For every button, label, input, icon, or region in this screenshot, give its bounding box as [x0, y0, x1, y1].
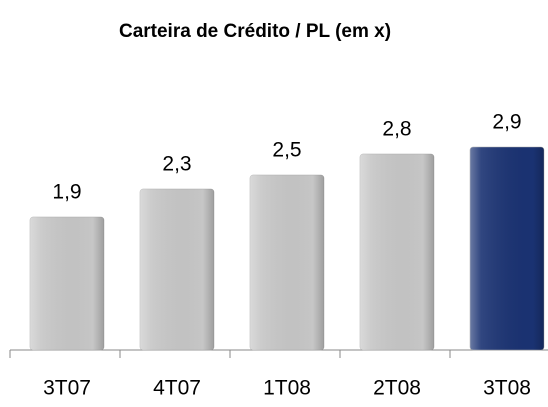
bar-shine — [470, 147, 544, 350]
bar-shine — [30, 217, 104, 350]
value-label: 1,9 — [52, 181, 81, 204]
bar-shine — [250, 175, 324, 350]
value-label: 2,8 — [382, 118, 411, 141]
x-tick-label: 4T07 — [153, 377, 201, 400]
x-tick-label: 3T08 — [483, 377, 531, 400]
value-label: 2,3 — [162, 153, 191, 176]
bar-shine — [140, 189, 214, 350]
bar-shine — [360, 154, 434, 350]
x-tick-label: 1T08 — [263, 377, 311, 400]
value-label: 2,5 — [272, 139, 301, 162]
chart-title: Carteira de Crédito / PL (em x) — [119, 21, 391, 42]
x-tick-label: 2T08 — [373, 377, 421, 400]
value-label: 2,9 — [492, 111, 521, 134]
x-tick-label: 3T07 — [43, 377, 91, 400]
